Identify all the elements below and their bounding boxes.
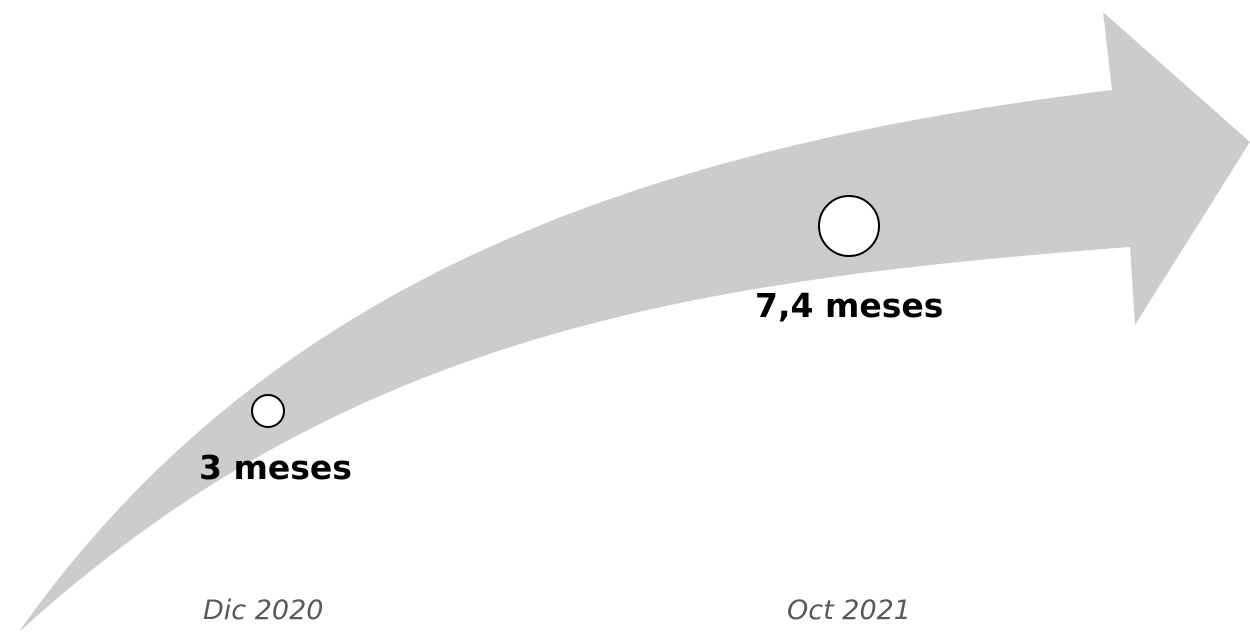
milestone-marker-large (818, 195, 880, 257)
curved-arrow-body (18, 12, 1250, 633)
milestone-value-label: 3 meses (199, 448, 352, 487)
milestone-date-label: Oct 2021 (787, 595, 911, 626)
milestone-value-label: 7,4 meses (755, 286, 944, 325)
milestone-marker-small (251, 394, 285, 428)
milestone-date-label: Dic 2020 (203, 595, 324, 626)
